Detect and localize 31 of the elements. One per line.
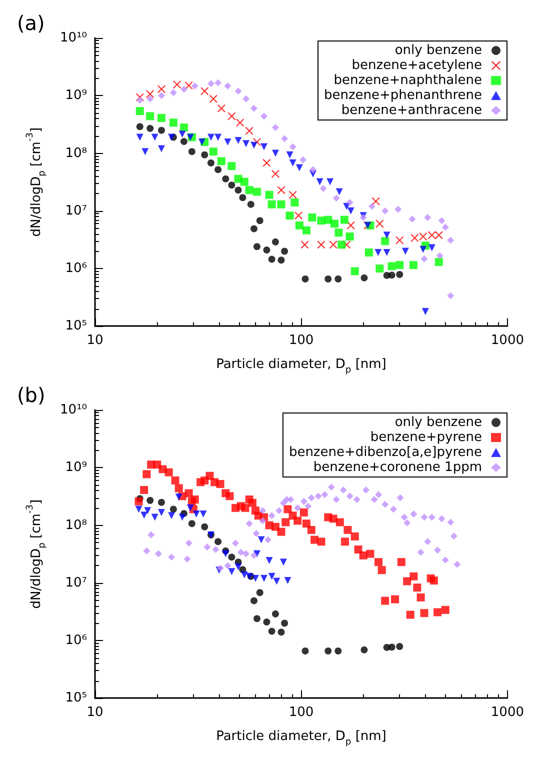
- x-tick-label: 1000: [490, 705, 524, 720]
- legend-label: benzene+phenanthrene: [324, 88, 482, 103]
- y-tick-label: 10⁶: [65, 261, 87, 276]
- x-tick-label: 1000: [490, 333, 524, 348]
- legend-label: only benzene: [394, 415, 482, 430]
- x-tick-label: 10: [86, 705, 104, 720]
- y-tick-label: 10⁸: [65, 518, 87, 533]
- y-axis-title: dN/dlogDp [cm-3]: [26, 499, 48, 609]
- y-tick-label: 10⁷: [65, 203, 87, 218]
- legend-label: only benzene: [394, 43, 482, 58]
- legend-label: benzene+pyrene: [370, 430, 482, 445]
- chart-title: (a): [17, 11, 45, 35]
- x-tick-label: 100: [288, 705, 314, 720]
- y-tick-label: 10⁶: [65, 633, 87, 648]
- y-tick-label: 10¹⁰: [60, 30, 87, 46]
- legend-label: benzene+acetylene: [352, 58, 482, 73]
- legend-label: benzene+dibenzo[a,e]pyrene: [288, 445, 482, 460]
- y-tick-label: 10⁷: [65, 575, 87, 590]
- y-axis-title: dN/dlogDp [cm-3]: [26, 127, 48, 237]
- chart-title: (b): [17, 383, 46, 407]
- legend-label: benzene+coronene 1ppm: [313, 460, 482, 475]
- y-tick-label: 10⁵: [65, 318, 87, 334]
- legend-label: benzene+naphthalene: [334, 73, 482, 88]
- x-tick-label: 100: [288, 333, 314, 348]
- y-tick-label: 10⁵: [65, 690, 87, 706]
- x-tick-label: 10: [86, 333, 104, 348]
- y-tick-label: 10⁸: [65, 146, 87, 161]
- y-tick-label: 10¹⁰: [60, 402, 87, 418]
- legend-label: benzene+anthracene: [341, 103, 482, 118]
- y-tick-label: 10⁹: [65, 460, 87, 476]
- y-tick-label: 10⁹: [65, 88, 87, 104]
